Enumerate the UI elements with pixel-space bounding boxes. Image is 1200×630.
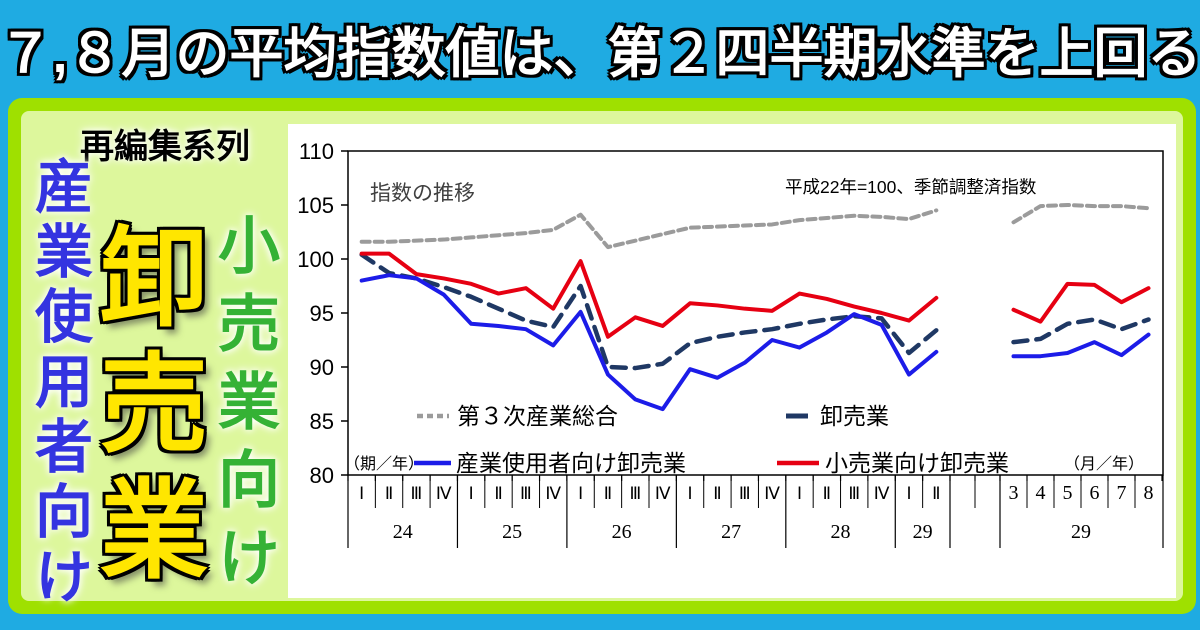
quarter-label: Ⅰ: [688, 484, 693, 503]
series-0-quarterly: [359, 208, 939, 250]
year-label: 29: [913, 521, 933, 543]
month-label: 7: [1117, 482, 1127, 504]
quarter-label: Ⅳ: [764, 484, 780, 503]
headline-title: ７,８月の平均指数値は、第２四半期水準を上回る: [0, 23, 1200, 84]
quarter-label: Ⅰ: [359, 484, 364, 503]
series-badge: 再編集系列: [80, 128, 250, 166]
year-label: 29: [1071, 521, 1091, 543]
month-label: 6: [1090, 482, 1100, 504]
quarter-label: Ⅲ: [411, 484, 423, 503]
quarter-label: Ⅳ: [655, 484, 671, 503]
legend-label: 第３次産業総合: [457, 403, 618, 429]
series-1-monthly: [1011, 317, 1151, 345]
quarter-label: Ⅲ: [848, 484, 860, 503]
year-label: 24: [393, 521, 413, 543]
vertical-label-retail: 小売業向け: [208, 213, 277, 603]
year-label: 28: [831, 521, 851, 543]
quarter-label: Ⅰ: [906, 484, 911, 503]
quarter-label: Ⅳ: [874, 484, 890, 503]
series-2-quarterly: [359, 273, 939, 412]
y-axis-label: 85: [310, 409, 334, 434]
y-axis-label: 80: [310, 463, 334, 488]
quarter-label: Ⅰ: [469, 484, 474, 503]
series-0-monthly: [1011, 203, 1151, 225]
quarter-label: Ⅱ: [604, 484, 612, 503]
year-label: 27: [721, 521, 741, 543]
chart-area: 110 105 100 95 90 85 80 Ⅰ Ⅱ Ⅲ Ⅳ Ⅰ Ⅱ Ⅲ Ⅳ Ⅰ Ⅱ Ⅲ Ⅳ Ⅰ Ⅱ Ⅲ Ⅳ Ⅰ Ⅱ Ⅲ Ⅳ Ⅰ Ⅱ 3…: [288, 124, 1176, 598]
y-axis-label: 110: [299, 139, 334, 164]
month-label: 8: [1144, 482, 1154, 504]
quarter-label: Ⅳ: [436, 484, 452, 503]
chart-note: 平成22年=100、季節調整済指数: [785, 177, 1036, 197]
vertical-label-industry-users: 産業使用者向け: [26, 156, 91, 611]
quarter-label: Ⅱ: [823, 484, 831, 503]
series-3-monthly: [1011, 281, 1151, 324]
legend-label: 卸売業: [820, 403, 889, 429]
quarter-label: Ⅱ: [494, 484, 502, 503]
y-axis-label: 100: [297, 247, 334, 272]
quarter-label: Ⅲ: [739, 484, 751, 503]
y-axis-label: 95: [310, 301, 334, 326]
panel-frame: 再編集系列 産業使用者向け 卸売業 小売業向け 110 105 100 95 90 85 8…: [8, 98, 1196, 614]
quarter-label: Ⅱ: [713, 484, 721, 503]
headline-banner: ７,８月の平均指数値は、第２四半期水準を上回る: [0, 0, 1200, 96]
y-axis-label: 105: [297, 193, 334, 218]
quarter-label: Ⅰ: [578, 484, 583, 503]
month-label: 5: [1063, 482, 1073, 504]
series-2-monthly: [1011, 332, 1151, 359]
month-label: 4: [1036, 482, 1046, 504]
year-label: 26: [612, 521, 632, 543]
y-axis-label: 90: [310, 355, 334, 380]
vertical-label-wholesale: 卸売業: [85, 221, 206, 599]
panel: 再編集系列 産業使用者向け 卸売業 小売業向け 110 105 100 95 90 85 8…: [21, 111, 1183, 611]
quarter-label: Ⅳ: [545, 484, 561, 503]
series-3-quarterly: [359, 251, 939, 339]
year-label: 25: [502, 521, 522, 543]
chart-title: 指数の推移: [370, 182, 475, 205]
legend-label: 小売業向け卸売業: [825, 450, 1009, 476]
left-axis-unit: （期／年）: [344, 455, 424, 473]
legend-label: 産業使用者向け卸売業: [456, 450, 686, 476]
series-1-quarterly: [359, 252, 939, 371]
right-axis-unit: （月／年）: [1064, 455, 1144, 473]
quarter-label: Ⅱ: [385, 484, 393, 503]
month-label: 3: [1009, 482, 1019, 504]
quarter-label: Ⅱ: [932, 484, 940, 503]
quarter-label: Ⅲ: [520, 484, 532, 503]
quarter-label: Ⅲ: [629, 484, 641, 503]
quarter-label: Ⅰ: [797, 484, 802, 503]
